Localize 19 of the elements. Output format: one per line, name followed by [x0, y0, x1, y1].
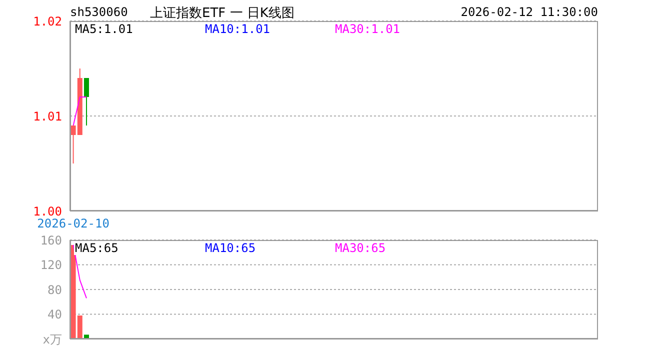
y-tick-label: 80: [48, 282, 62, 297]
y-tick-label: 1.00: [33, 204, 62, 218]
chart-title: 上证指数ETF 一 日K线图: [150, 5, 294, 22]
legend-label: MA5:65: [74, 241, 120, 255]
legend-label: MA10:65: [204, 241, 257, 255]
x-tick-label: 2026-02-10: [37, 216, 110, 231]
legend-label: MA10:1.01: [204, 22, 272, 36]
text: MA30:65: [334, 241, 387, 255]
y-tick-label: x万: [42, 332, 62, 346]
text: 2026-02-12 11:30:00: [460, 5, 598, 19]
candlestick: [84, 78, 89, 126]
y-tick-label: 40: [48, 308, 62, 322]
legend-label: MA5:1.01: [74, 22, 134, 36]
text: MA30:1.01: [334, 22, 402, 36]
y-tick-label: 1.01: [33, 109, 62, 124]
chart-subtitle: sh530060: [70, 5, 128, 19]
y-tick-label: 160: [40, 233, 62, 248]
y-tick-label: 120: [40, 258, 62, 272]
y-tick-label: 1.02: [33, 14, 62, 28]
